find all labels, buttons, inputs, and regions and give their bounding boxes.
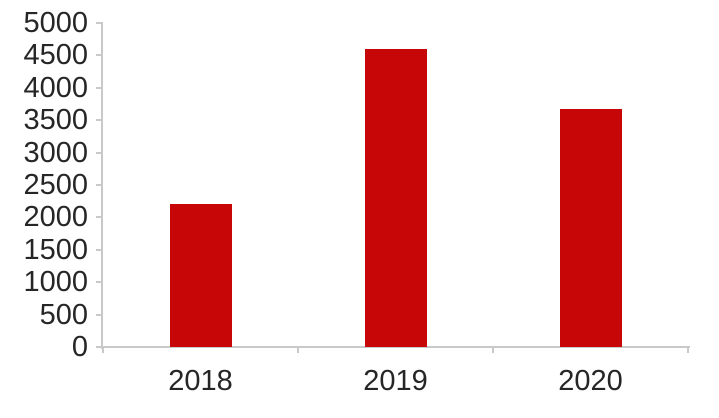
y-tick-label: 5000	[23, 7, 88, 39]
bar-2019	[364, 48, 427, 347]
y-axis-tick	[96, 346, 103, 348]
y-tick-label: 2500	[23, 169, 88, 201]
y-tick-label: 0	[71, 331, 88, 363]
y-tick-label: 500	[39, 298, 88, 331]
y-axis-tick	[96, 54, 103, 57]
x-axis-tick	[297, 347, 299, 353]
x-axis-tick	[102, 347, 104, 353]
x-axis-tick	[687, 347, 689, 353]
y-axis-tick	[96, 281, 103, 284]
y-axis-tick	[96, 151, 103, 154]
y-axis-tick	[96, 86, 103, 89]
y-axis-tick	[96, 216, 103, 219]
y-tick-label: 1000	[23, 266, 88, 299]
bar-2018	[169, 204, 232, 347]
y-axis-line	[101, 23, 103, 349]
y-axis-tick	[96, 184, 103, 186]
y-tick-label: 4000	[23, 71, 88, 104]
y-tick-label: 1500	[23, 233, 88, 266]
y-axis-tick	[96, 248, 103, 251]
x-tick-label-2019: 2019	[363, 365, 428, 397]
x-tick-label-2020: 2020	[558, 365, 623, 397]
y-axis-tick	[96, 313, 103, 316]
x-axis-tick	[492, 347, 494, 353]
bar-2020	[559, 109, 622, 347]
y-tick-label: 4500	[23, 39, 88, 72]
x-axis-line	[101, 346, 690, 348]
y-axis-tick	[96, 119, 103, 122]
y-axis-tick	[96, 22, 103, 24]
y-tick-label: 3500	[23, 104, 88, 137]
y-tick-label: 3000	[23, 136, 88, 169]
x-tick-label-2018: 2018	[168, 365, 233, 397]
y-tick-label: 2000	[23, 201, 88, 234]
